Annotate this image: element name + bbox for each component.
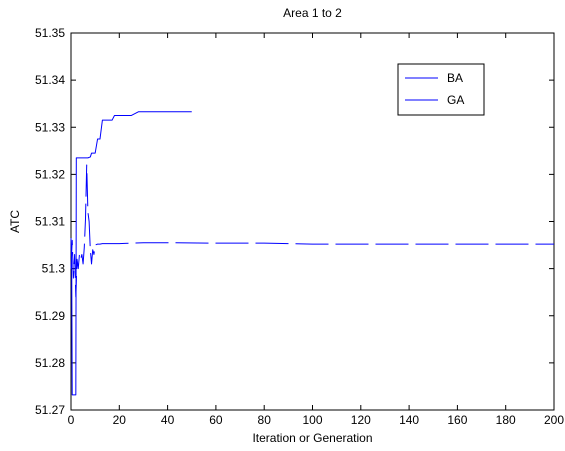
x-tick-label: 20 xyxy=(113,413,127,427)
x-tick-label: 200 xyxy=(544,413,564,427)
y-tick-label: 51.27 xyxy=(35,403,65,417)
x-tick-label: 0 xyxy=(68,413,75,427)
y-tick-label: 51.33 xyxy=(35,120,65,134)
legend-label-ga: GA xyxy=(447,93,464,107)
x-tick-label: 180 xyxy=(496,413,516,427)
legend-label-ba: BA xyxy=(447,71,463,85)
y-tick-label: 51.3 xyxy=(42,262,66,276)
x-tick-label: 100 xyxy=(302,413,322,427)
series-layer xyxy=(70,111,554,396)
series-line-ga xyxy=(70,164,554,298)
legend-box xyxy=(397,63,485,116)
y-tick-label: 51.28 xyxy=(35,356,65,370)
y-tick-label: 51.31 xyxy=(35,215,65,229)
x-axis-label: Iteration or Generation xyxy=(252,431,372,445)
x-tick-label: 60 xyxy=(209,413,223,427)
y-tick-label: 51.29 xyxy=(35,309,65,323)
y-tick-label: 51.35 xyxy=(35,26,65,40)
y-tick-label: 51.32 xyxy=(35,167,65,181)
x-tick-label: 120 xyxy=(351,413,371,427)
ticks-layer: 0 20 40 60 80 100 120 140 160 180 200 51.27 51.28 51.… xyxy=(35,26,564,427)
x-tick-label: 40 xyxy=(161,413,175,427)
x-tick-label: 80 xyxy=(258,413,272,427)
x-tick-label: 160 xyxy=(447,413,467,427)
y-axis-label: ATC xyxy=(8,210,22,233)
y-tick-label: 51.34 xyxy=(35,73,65,87)
x-tick-label: 140 xyxy=(399,413,419,427)
legend: BA GA xyxy=(397,63,485,116)
chart-title: Area 1 to 2 xyxy=(283,6,342,20)
